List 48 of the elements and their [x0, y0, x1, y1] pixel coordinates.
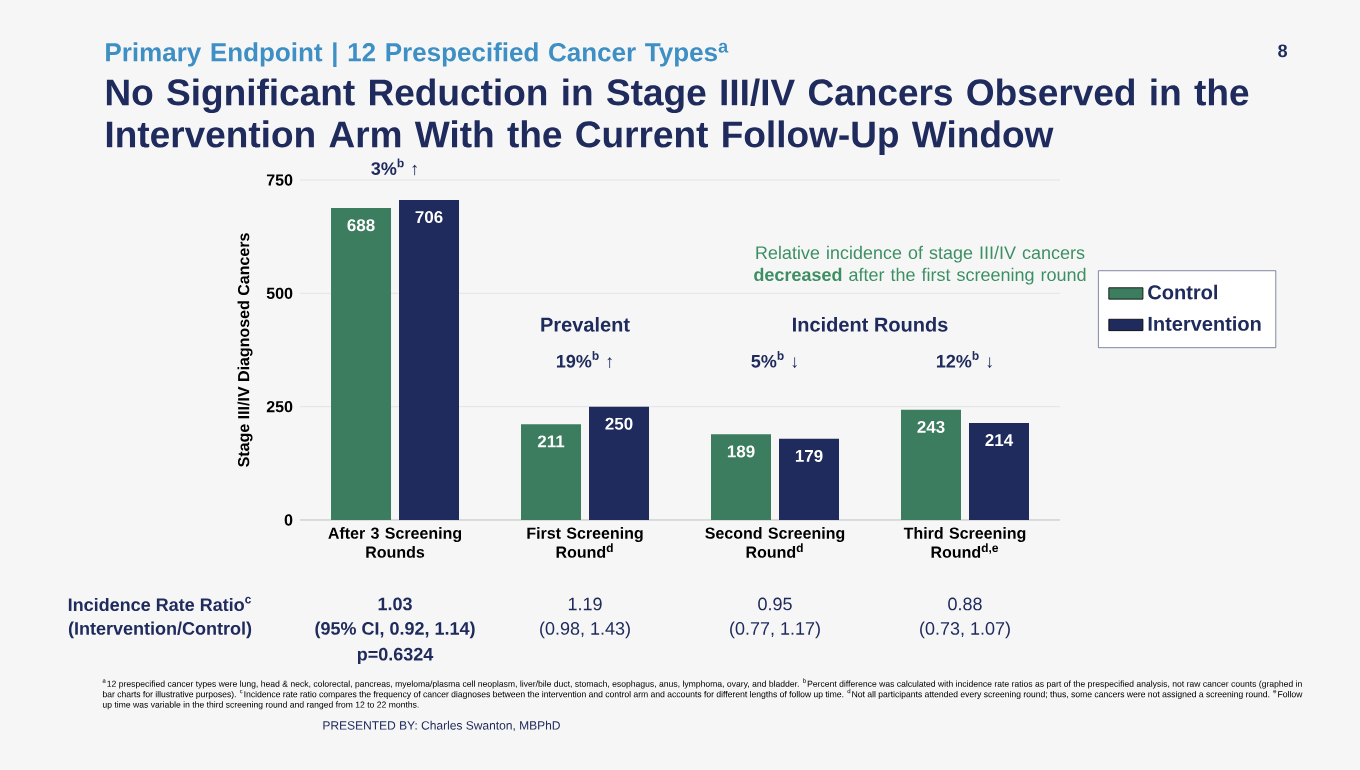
- bar: [779, 438, 839, 520]
- text: (0.73, 1.07): [920, 621, 1010, 639]
- y-tick-label: 500: [266, 287, 293, 299]
- bar: [589, 406, 650, 520]
- y-tick-label: 0: [284, 514, 293, 526]
- bar: [399, 199, 460, 520]
- data-label: 243: [917, 420, 945, 433]
- annotation: 12%$^{b}$ ↓: [936, 351, 992, 368]
- text: p=0.6324: [357, 647, 434, 665]
- data-label: 250: [605, 417, 633, 430]
- text: 8: [1278, 44, 1288, 58]
- text: 3%$^{b}$ ↑: [371, 158, 417, 176]
- bar: [969, 422, 1029, 520]
- chart-title: Primary Endpoint | 12 Prespecified Cancer Types$^{a}$: [106, 42, 729, 67]
- text: (95% CI, 0.92, 1.14): [315, 621, 475, 639]
- data-label: 688: [347, 219, 375, 232]
- x-tick-label: Second Screening Round$^{d}$: [705, 527, 845, 558]
- text: (0.98, 1.43): [540, 621, 630, 639]
- chart-subtitle: No Significant Reduction in Stage III/IV Cancers Observed in the Intervention Arm With the Current Follow-Up Window: [106, 78, 1249, 155]
- x-tick-label: Third Screening Round$^{d,e}$: [903, 527, 1026, 558]
- legend-label: Intervention: [1148, 316, 1261, 331]
- text: Incidence Rate Ratio$^{c}$: [68, 596, 252, 612]
- annotation: 19%$^{b}$ ↑: [556, 351, 612, 368]
- text: (Intervention/Control): [68, 621, 252, 639]
- bar: [331, 208, 392, 520]
- data-label: 706: [415, 211, 443, 224]
- legend-label: Control: [1148, 284, 1218, 300]
- bar: [521, 424, 582, 520]
- annotation: Incident Rounds: [793, 317, 948, 332]
- data-label: 179: [795, 449, 823, 462]
- text: (0.77, 1.17): [730, 621, 820, 639]
- text: 1.03: [378, 597, 412, 611]
- text: 0.88: [948, 597, 982, 611]
- text: 1.19: [568, 597, 602, 611]
- text: 0.95: [758, 597, 792, 611]
- y-axis-title: Stage III/IV Diagnosed Cancers: [237, 233, 253, 467]
- bar: [901, 409, 961, 520]
- data-label: 189: [727, 445, 755, 458]
- data-label: 211: [537, 435, 565, 448]
- x-tick-label: First Screening Round$^{d}$: [527, 527, 643, 558]
- annotation: Relative incidence of stage III/IV cancers decreased after the first screening round: [754, 245, 1086, 285]
- bar: [711, 434, 771, 520]
- data-label: 214: [985, 434, 1014, 446]
- x-tick-label: After 3 Screening Rounds: [328, 527, 462, 558]
- annotation: 5%$^{b}$ ↓: [751, 351, 797, 368]
- y-tick-label: 250: [266, 400, 293, 413]
- y-tick-label: 750: [266, 174, 293, 186]
- annotation: Prevalent: [541, 317, 630, 332]
